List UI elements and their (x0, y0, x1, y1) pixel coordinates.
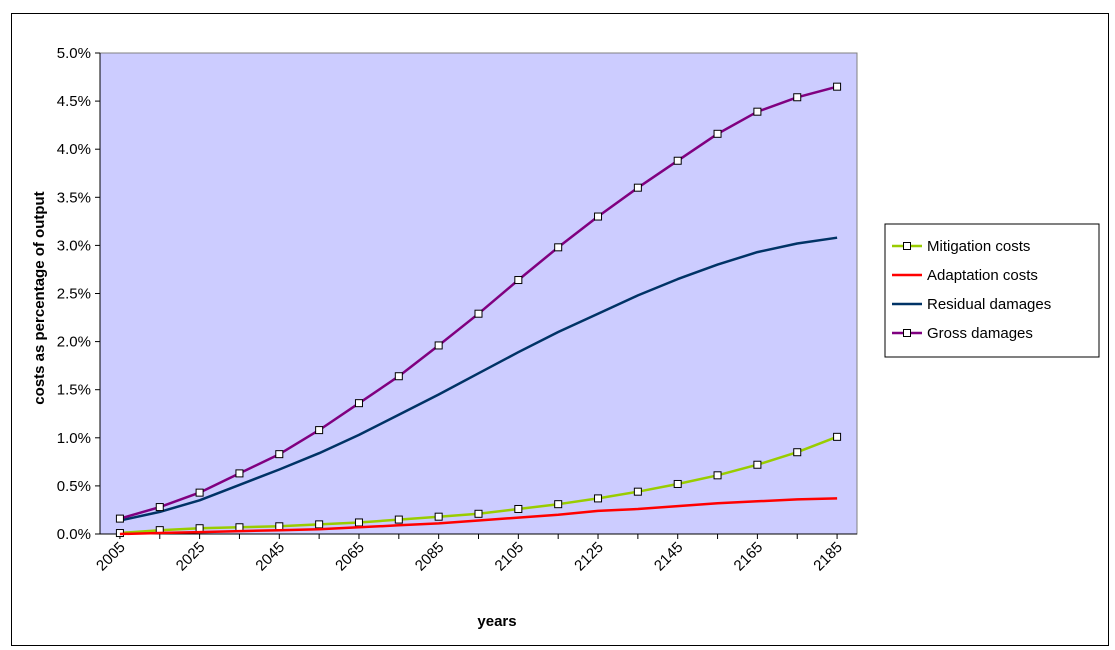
data-point-marker (713, 471, 722, 480)
y-tick-label: 0.5% (57, 478, 91, 495)
y-tick-label: 5.0% (57, 45, 91, 62)
y-tick-label: 2.0% (57, 334, 91, 351)
data-point-marker (633, 183, 642, 192)
data-point-marker (793, 448, 802, 457)
axes-group: 0.0% 0.5% 1.0% 1.5% 2.0% 2.5% 3.0% 3.5% 4.0% 4.5%… (57, 45, 857, 574)
x-tick-label: 2145 (651, 539, 687, 575)
series-adaptation-costs (119, 497, 838, 536)
data-point-marker (833, 82, 842, 91)
data-point-marker (753, 460, 762, 469)
y-tick-label: 1.5% (57, 382, 91, 399)
data-point-marker (474, 309, 483, 318)
legend-label: Gross damages (927, 325, 1033, 342)
data-point-marker (514, 504, 523, 513)
data-point-marker (713, 129, 722, 138)
x-tick-label: 2185 (810, 539, 846, 575)
x-tick-label: 2045 (252, 539, 288, 575)
data-point-marker (474, 509, 483, 518)
x-tick-label: 2125 (571, 539, 607, 575)
series-line (119, 497, 838, 536)
data-point-marker (354, 399, 363, 408)
x-axis-title: years (477, 613, 516, 630)
data-point-marker (195, 524, 204, 533)
data-point-marker (434, 341, 443, 350)
x-tick-label: 2005 (93, 539, 129, 575)
x-tick-label: 2105 (492, 539, 528, 575)
data-point-marker (315, 520, 324, 529)
legend-item: Gross damages (892, 325, 1033, 342)
y-tick-label: 4.0% (57, 141, 91, 158)
legend-item: Residual damages (892, 296, 1051, 313)
data-point-marker (673, 479, 682, 488)
series-residual-damages (119, 236, 838, 522)
legend-marker (903, 242, 911, 250)
y-axis-title: costs as percentage of output (31, 191, 48, 404)
legend: Mitigation costs Adaptation costs Residual… (884, 223, 1100, 358)
data-point-marker (793, 93, 802, 102)
data-point-marker (594, 494, 603, 503)
x-tick-label: 2085 (412, 539, 448, 575)
data-point-marker (394, 372, 403, 381)
legend-label: Residual damages (927, 296, 1051, 313)
series-mitigation-costs (115, 432, 842, 538)
data-point-marker (394, 515, 403, 524)
legend-label: Mitigation costs (927, 238, 1030, 255)
data-point-marker (315, 426, 324, 435)
y-tick-label: 0.0% (57, 526, 91, 543)
data-point-marker (235, 523, 244, 532)
data-point-marker (554, 500, 563, 509)
data-point-marker (434, 512, 443, 521)
data-point-marker (235, 469, 244, 478)
y-tick-label: 4.5% (57, 93, 91, 110)
y-tick-label: 3.5% (57, 189, 91, 206)
data-point-marker (514, 276, 523, 285)
data-point-marker (633, 487, 642, 496)
series-gross-damages (115, 82, 842, 523)
x-tick-label: 2025 (173, 539, 209, 575)
data-point-marker (673, 156, 682, 165)
data-point-marker (115, 514, 124, 523)
x-tick-label: 2065 (332, 539, 368, 575)
y-tick-label: 1.0% (57, 430, 91, 447)
data-point-marker (275, 450, 284, 459)
data-point-marker (155, 503, 164, 512)
data-point-marker (833, 432, 842, 441)
data-point-marker (753, 107, 762, 116)
x-tick-label: 2165 (731, 539, 767, 575)
data-point-marker (554, 243, 563, 252)
series-line (119, 236, 838, 522)
data-point-marker (275, 522, 284, 531)
legend-label: Adaptation costs (927, 267, 1038, 284)
plot-area-group (99, 52, 858, 535)
data-point-marker (354, 518, 363, 527)
data-point-marker (594, 212, 603, 221)
plot-area (99, 52, 858, 535)
series-group (115, 82, 842, 538)
legend-item: Adaptation costs (892, 267, 1038, 284)
legend-item: Mitigation costs (892, 238, 1030, 255)
y-tick-label: 2.5% (57, 286, 91, 303)
data-point-marker (195, 488, 204, 497)
legend-marker (903, 329, 911, 337)
y-tick-label: 3.0% (57, 237, 91, 254)
